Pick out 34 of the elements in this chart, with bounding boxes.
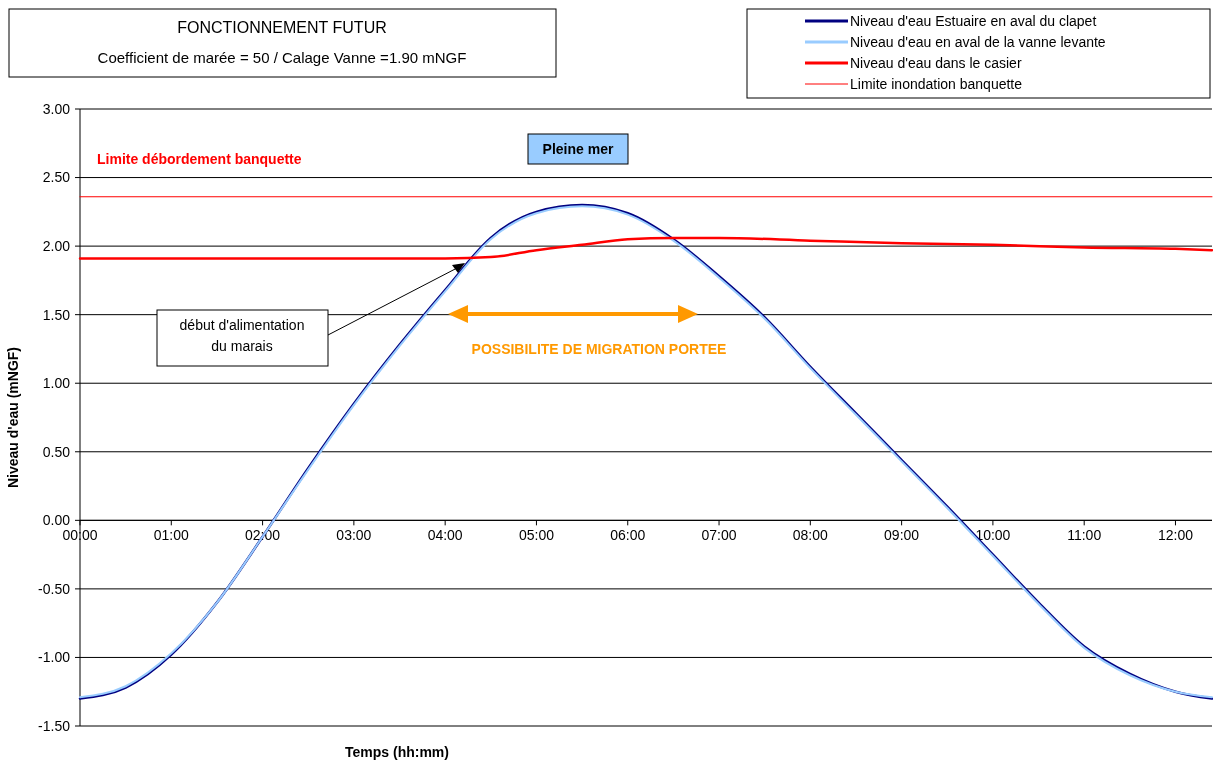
x-tick-label: 09:00 [884,527,920,544]
x-tick-label: 00:00 [62,527,98,544]
x-tick-label: 03:00 [336,527,372,544]
x-tick-label: 07:00 [701,527,737,544]
y-tick-label: -1.00 [38,649,71,666]
x-tick-label: 10:00 [975,527,1011,544]
legend-label: Limite inondation banquette [850,75,1023,92]
annotation: Pleine mer [542,141,614,157]
x-tick-label: 12:00 [1157,527,1194,544]
x-tick-label: 08:00 [792,527,829,544]
y-tick-label: 2.50 [42,169,71,186]
x-tick-label: 11:00 [1067,527,1102,544]
legend-label: Niveau d'eau Estuaire en aval du clapet [850,12,1097,29]
y-tick-label: 0.50 [42,443,71,460]
legend-label: Niveau d'eau en aval de la vanne levante [850,33,1106,50]
annotation: début d'alimentation du marais [179,317,305,354]
y-axis-title: Niveau d'eau (mNGF) [5,346,21,489]
y-tick-label: 1.00 [42,375,71,392]
y-tick-label: -0.50 [38,580,71,597]
y-tick-label: 2.00 [42,238,71,255]
x-tick-label: 05:00 [518,527,555,544]
legend-label: Niveau d'eau dans le casier [850,54,1022,71]
x-axis-title: Temps (hh:mm) [345,744,449,760]
y-tick-label: 3.00 [42,100,71,117]
x-tick-label: 06:00 [610,527,646,544]
y-tick-label: 0.00 [42,512,71,529]
x-tick-label: 01:00 [153,527,190,544]
x-tick-label: 04:00 [427,527,463,544]
annotation: POSSIBILITE DE MIGRATION PORTEE [471,341,727,357]
y-tick-label: -1.50 [38,717,71,734]
y-tick-label: 1.50 [42,306,71,323]
chart-subtitle: Coefficient de marée = 50 / Calage Vanne =1.90 mNGF [97,49,467,66]
chart-title: FONCTIONNEMENT FUTUR [177,19,387,36]
annotation: Limite débordement banquette [97,151,302,167]
